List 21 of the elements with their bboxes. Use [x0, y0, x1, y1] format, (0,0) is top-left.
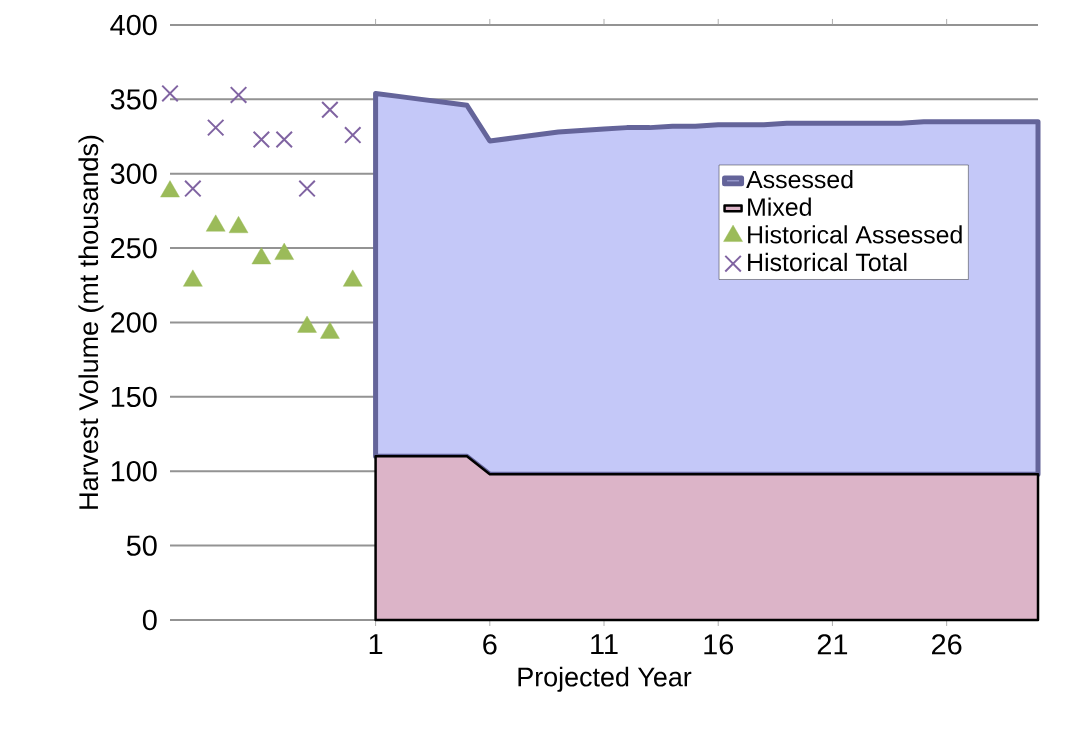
x-tick-label: 21	[817, 634, 848, 655]
y-tick-label: 100	[111, 461, 157, 482]
legend-label: Historical Total	[748, 252, 907, 272]
y-tick-label: 300	[110, 163, 157, 184]
y-tick-label: 250	[111, 237, 157, 259]
x-axis-title: Projected Year	[518, 666, 692, 692]
y-tick-label: 150	[111, 386, 157, 408]
legend-label: Mixed	[748, 197, 811, 216]
y-tick-label: 200	[111, 312, 157, 333]
x-tick-label: 16	[704, 634, 734, 655]
y-tick-label: 350	[110, 89, 157, 110]
x-tick-label: 6	[483, 634, 497, 655]
y-tick-label: 50	[126, 535, 157, 556]
y-tick-label: 400	[110, 14, 157, 36]
x-tick-label: 26	[932, 634, 962, 655]
legend-label: Assessed	[746, 170, 853, 189]
x-tick-label: 11	[591, 634, 618, 655]
x-tick-label: 1	[369, 634, 383, 655]
y-tick-label: 0	[142, 609, 157, 631]
legend-label: Historical Assessed	[748, 225, 962, 244]
y-axis-title: Harvest Volume (mt thousands)	[78, 135, 104, 509]
